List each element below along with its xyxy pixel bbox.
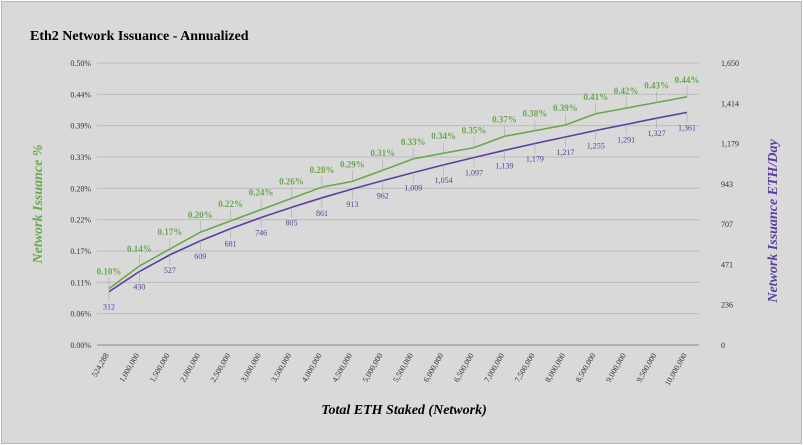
data-label-issuance-pct: 0.35% [462,126,487,136]
y-right-tick-label: 943 [721,180,733,189]
y-right-tick-label: 236 [721,301,733,310]
x-tick-label: 4,500,000 [330,352,354,384]
x-tick-label: 3,000,000 [239,352,263,384]
data-label-issuance-pct: 0.41% [583,92,608,102]
data-label-issuance-pct: 0.43% [644,80,669,90]
data-label-issuance-pct: 0.37% [492,114,517,124]
data-label-issuance-pct: 0.22% [218,199,243,209]
data-label-issuance-eth: 746 [255,229,267,238]
y-left-tick-label: 0.50% [70,59,91,68]
y-right-tick-label: 1,414 [721,99,739,108]
data-label-issuance-eth: 527 [164,266,176,275]
y-left-tick-label: 0.17% [70,247,91,256]
y-left-tick-label: 0.44% [70,90,91,99]
x-tick-label: 5,000,000 [361,352,385,384]
y-right-tick-label: 1,650 [721,59,739,68]
y-left-tick-label: 0.28% [70,184,91,193]
x-tick-label: 6,500,000 [452,352,476,384]
data-label-issuance-eth: 609 [194,252,206,261]
x-tick-label: 7,500,000 [513,352,537,384]
x-tick-label: 8,000,000 [543,352,567,384]
x-tick-label: 2,500,000 [209,352,233,384]
data-label-issuance-pct: 0.28% [310,165,335,175]
data-label-issuance-pct: 0.31% [370,148,395,158]
y-right-tick-label: 471 [721,260,733,269]
y-axis-right-label: Network Issuance ETH/Day [766,139,781,304]
data-label-issuance-pct: 0.24% [249,188,274,198]
x-tick-label: 4,000,000 [300,352,324,384]
y-right-tick-label: 1,179 [721,140,739,149]
data-label-issuance-pct: 0.14% [127,244,152,254]
x-tick-label: 2,000,000 [178,352,202,384]
y-left-tick-label: 0.06% [70,310,91,319]
gridlines [97,62,699,346]
data-label-issuance-pct: 0.17% [157,227,182,237]
data-labels: 0.10% 0.14% 0.17% 0.20% 0.22% 0.24% 0.26% 0.28%… [97,75,700,312]
x-axis: 524,288 1,000,000 1,500,000 2,000,000 2,500,… [90,352,689,388]
data-label-issuance-pct: 0.20% [188,210,213,220]
data-label-issuance-pct: 0.26% [279,176,304,186]
x-tick-label: 9,000,000 [604,352,628,384]
data-label-issuance-pct: 0.42% [614,86,639,96]
x-tick-label: 5,500,000 [391,352,415,384]
y-left-tick-label: 0.00% [70,341,91,350]
x-tick-label: 6,000,000 [422,352,446,384]
data-label-issuance-eth: 1,217 [556,148,574,157]
chart-title: Eth2 Network Issuance - Annualized [30,29,249,44]
data-label-issuance-eth: 805 [286,218,298,227]
x-axis-label: Total ETH Staked (Network) [321,403,487,418]
x-tick-label: 1,000,000 [117,352,141,384]
data-label-issuance-eth: 1,291 [617,135,635,144]
x-tick-label: 524,288 [90,352,111,379]
data-label-issuance-eth: 1,054 [435,176,453,185]
x-tick-label: 10,000,000 [663,352,689,388]
data-label-issuance-eth: 1,139 [495,161,513,170]
data-label-issuance-eth: 962 [377,192,389,201]
data-label-issuance-pct: 0.38% [523,109,548,119]
y-axis-left-label: Network Issuance % [31,144,46,264]
data-label-issuance-eth: 1,179 [526,154,544,163]
data-label-issuance-pct: 0.44% [675,75,700,85]
data-label-issuance-eth: 1,009 [404,184,422,193]
x-tick-label: 3,500,000 [269,352,293,384]
right-axis: 0 236 471 707 943 1,179 1,414 1,650 [721,59,739,350]
series-line-left [108,96,688,290]
data-label-issuance-eth: 1,361 [678,123,696,132]
data-label-issuance-pct: 0.39% [553,103,578,113]
left-axis: 0.00% 0.06% 0.11% 0.17% 0.22% 0.28% 0.33% 0.39%… [70,59,91,350]
data-label-issuance-pct: 0.34% [431,131,456,141]
series-lines [108,96,688,293]
data-label-issuance-eth: 861 [316,209,328,218]
y-left-tick-label: 0.33% [70,153,91,162]
data-label-issuance-eth: 1,097 [465,169,483,178]
y-left-tick-label: 0.22% [70,216,91,225]
data-label-issuance-eth: 1,255 [587,142,605,151]
y-right-tick-label: 0 [721,341,725,350]
x-tick-label: 1,500,000 [148,352,172,384]
data-label-issuance-eth: 312 [103,303,115,312]
x-tick-label: 7,000,000 [482,352,506,384]
y-right-tick-label: 707 [721,220,733,229]
data-label-issuance-pct: 0.33% [401,137,426,147]
data-label-issuance-pct: 0.29% [340,159,365,169]
data-label-issuance-eth: 681 [225,240,237,249]
x-tick-label: 8,500,000 [574,352,598,384]
y-left-tick-label: 0.39% [70,122,91,131]
data-label-issuance-eth: 1,327 [648,129,666,138]
x-tick-label: 9,500,000 [635,352,659,384]
y-left-tick-label: 0.11% [71,278,92,287]
data-label-issuance-eth: 913 [346,200,358,209]
series-line-right [108,111,688,293]
data-label-issuance-eth: 430 [133,283,145,292]
data-label-issuance-pct: 0.10% [97,267,122,277]
